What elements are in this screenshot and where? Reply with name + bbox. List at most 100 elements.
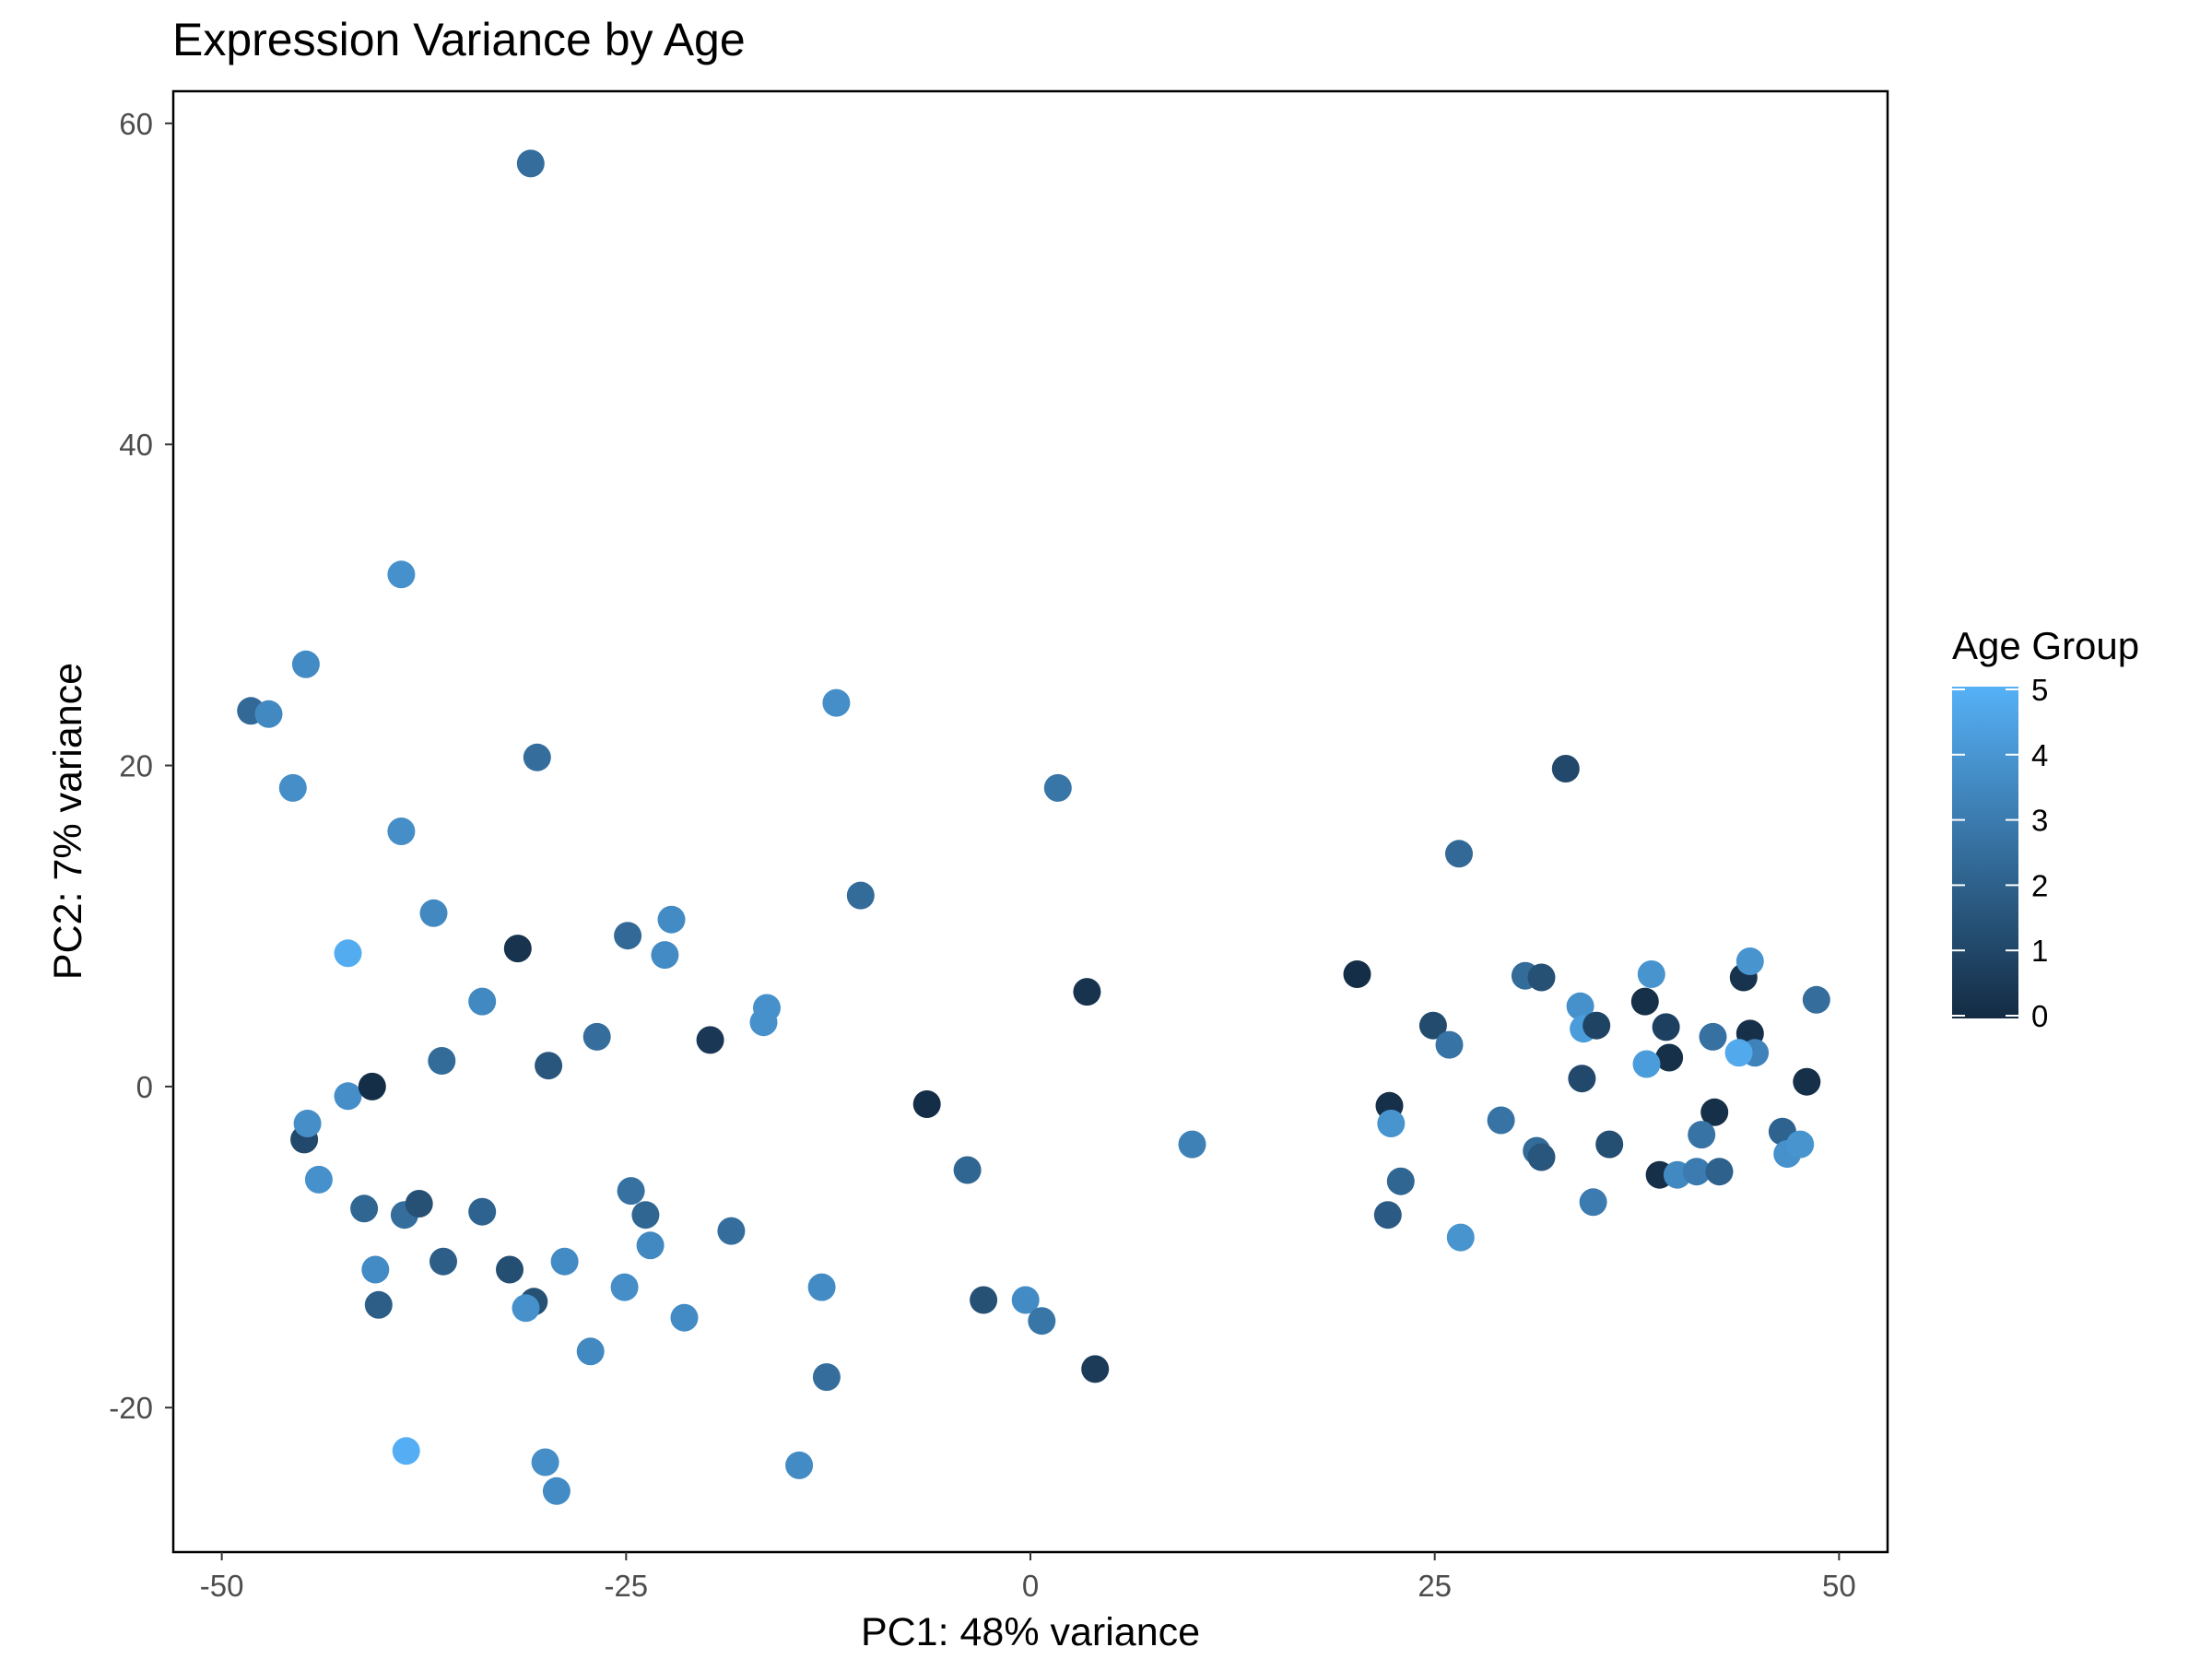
legend-tick-label: 3 — [2031, 804, 2048, 838]
data-point — [387, 818, 416, 845]
x-tick-label: 25 — [1418, 1569, 1452, 1603]
data-point — [1043, 773, 1072, 802]
y-tick-label: -20 — [109, 1391, 153, 1425]
y-axis: -20 0 20 40 60 — [109, 107, 173, 1425]
data-point — [392, 1437, 420, 1465]
legend-colorbar — [1952, 687, 2018, 1018]
legend-tick-label: 4 — [2031, 738, 2048, 772]
legend-tick-label: 5 — [2031, 673, 2048, 707]
data-point — [503, 935, 532, 963]
data-point — [970, 1286, 998, 1314]
data-point — [1688, 1121, 1716, 1149]
data-point — [550, 1247, 579, 1276]
x-tick-label: 50 — [1822, 1569, 1856, 1603]
data-point — [1682, 1158, 1711, 1186]
data-point — [1446, 1223, 1475, 1252]
data-point — [1568, 1065, 1596, 1093]
legend-tick-label: 0 — [2031, 999, 2048, 1033]
data-point — [429, 1247, 457, 1276]
data-point — [1724, 1039, 1753, 1067]
data-point — [364, 1290, 393, 1319]
data-point — [1028, 1307, 1056, 1335]
color-legend: Age Group 0 1 2 3 4 5 — [1952, 624, 2139, 1033]
data-point — [1655, 1043, 1684, 1072]
data-point — [1705, 1158, 1734, 1186]
data-point — [419, 899, 448, 927]
data-point — [1793, 1067, 1821, 1096]
data-point — [254, 700, 283, 728]
y-axis-title: PC2: 7% variance — [46, 663, 90, 980]
data-point — [1418, 1011, 1447, 1040]
data-point — [1178, 1130, 1206, 1159]
data-point — [696, 1026, 724, 1054]
data-point — [636, 1231, 665, 1260]
data-point — [1373, 1201, 1402, 1230]
data-point — [1081, 1355, 1110, 1383]
data-point — [1487, 1106, 1515, 1135]
data-point — [334, 939, 362, 968]
data-point — [1386, 1167, 1415, 1195]
data-point — [1343, 960, 1371, 988]
data-point — [1579, 1188, 1607, 1217]
data-point — [1595, 1130, 1624, 1159]
data-point — [1786, 1130, 1815, 1159]
x-tick-label: -50 — [200, 1569, 244, 1603]
data-point — [405, 1190, 433, 1218]
chart-title: Expression Variance by Age — [172, 14, 746, 65]
data-point — [542, 1477, 571, 1505]
data-point — [334, 1082, 362, 1111]
data-point — [717, 1217, 746, 1245]
data-point — [617, 1177, 645, 1206]
data-point — [358, 1072, 386, 1100]
data-point — [610, 1273, 639, 1301]
data-point — [822, 688, 851, 717]
legend-tick-label: 1 — [2031, 934, 2048, 968]
data-point — [1551, 755, 1580, 782]
data-point — [304, 1165, 333, 1194]
data-point — [523, 743, 551, 771]
data-point — [785, 1451, 814, 1479]
data-point — [1583, 1011, 1611, 1040]
plot-area — [171, 89, 1889, 1554]
data-point — [535, 1052, 563, 1080]
data-point — [516, 149, 545, 178]
x-axis: -50 -25 0 25 50 — [200, 1552, 1856, 1603]
y-tick-label: 40 — [119, 428, 153, 462]
data-point — [812, 1363, 841, 1392]
data-point — [1527, 963, 1556, 992]
data-point — [1011, 1286, 1040, 1314]
data-point — [576, 1337, 605, 1366]
y-tick-label: 60 — [119, 107, 153, 141]
data-point — [1435, 1030, 1464, 1059]
legend-title: Age Group — [1952, 624, 2139, 667]
data-point — [582, 1022, 611, 1051]
data-point — [1377, 1110, 1406, 1137]
data-point — [1637, 960, 1665, 988]
x-tick-label: 0 — [1022, 1569, 1039, 1603]
data-point — [670, 1303, 699, 1332]
x-axis-title: PC1: 48% variance — [861, 1610, 1200, 1654]
data-point — [1630, 987, 1659, 1016]
data-point — [1802, 985, 1830, 1014]
data-point — [387, 560, 416, 589]
legend-ticks: 0 1 2 3 4 5 — [1952, 673, 2048, 1033]
data-point — [1700, 1098, 1729, 1126]
x-tick-label: -25 — [604, 1569, 648, 1603]
data-point — [1566, 992, 1594, 1020]
data-point — [614, 922, 642, 950]
data-point — [651, 941, 679, 970]
y-tick-label: 0 — [136, 1070, 153, 1104]
points-layer — [237, 149, 1830, 1505]
data-point — [1699, 1022, 1727, 1051]
data-point — [846, 881, 875, 910]
data-point — [1445, 840, 1473, 868]
data-point — [1652, 1013, 1680, 1041]
data-point — [531, 1448, 559, 1477]
data-point — [361, 1255, 390, 1284]
data-point — [749, 1008, 778, 1037]
y-tick-label: 20 — [119, 749, 153, 783]
data-point — [512, 1294, 540, 1323]
data-point — [631, 1201, 660, 1230]
